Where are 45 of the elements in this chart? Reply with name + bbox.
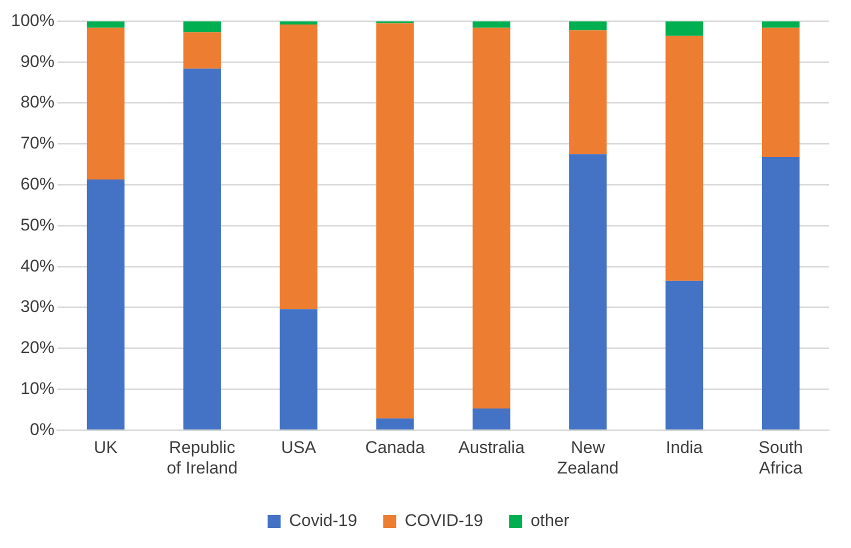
bar: [183, 68, 221, 430]
x-tick-label: UK: [94, 438, 118, 458]
bar: [280, 24, 318, 310]
x-tick-label: South Africa: [758, 438, 804, 478]
bar: [280, 309, 318, 430]
bar: [666, 280, 704, 430]
bar: [762, 28, 800, 157]
bar: [280, 21, 318, 24]
bar: [86, 21, 125, 28]
bar: [183, 21, 221, 32]
y-tick-label: 20%: [20, 338, 54, 358]
bar: [569, 30, 607, 154]
bar: [569, 154, 607, 430]
bar: [376, 418, 414, 430]
x-tick-label: USA: [281, 438, 317, 458]
y-tick-label: 30%: [20, 297, 54, 316]
legend-label: COVID-19: [404, 511, 484, 530]
legend-label: Covid-19: [289, 511, 358, 530]
y-tick-label: 50%: [20, 215, 54, 234]
x-tick-label: New Zealand: [557, 438, 619, 478]
x-tick-label: Australia: [458, 438, 526, 458]
x-tick-label: Canada: [365, 438, 426, 458]
y-tick-label: 70%: [20, 134, 54, 153]
bar: [762, 21, 800, 28]
bar: [472, 28, 510, 409]
legend-label: other: [530, 511, 570, 530]
bar: [472, 21, 510, 28]
bar: [183, 32, 221, 69]
bar: [666, 36, 704, 281]
bar: [666, 21, 704, 36]
bar: [86, 28, 125, 180]
y-tick-label: 40%: [20, 256, 54, 276]
x-tick-label: India: [666, 438, 704, 458]
y-tick-label: 60%: [20, 174, 54, 194]
bar: [762, 156, 800, 430]
bar: [569, 21, 607, 30]
bar: [472, 408, 510, 430]
y-tick-label: 90%: [20, 52, 54, 71]
x-tick-label: Republic of Ireland: [166, 438, 238, 478]
y-tick-label: 80%: [20, 92, 54, 112]
y-tick-label: 100%: [10, 10, 54, 30]
y-tick-label: 10%: [20, 378, 54, 398]
bar: [86, 179, 125, 430]
y-tick-label: 0%: [30, 420, 54, 439]
bar: [376, 23, 414, 418]
